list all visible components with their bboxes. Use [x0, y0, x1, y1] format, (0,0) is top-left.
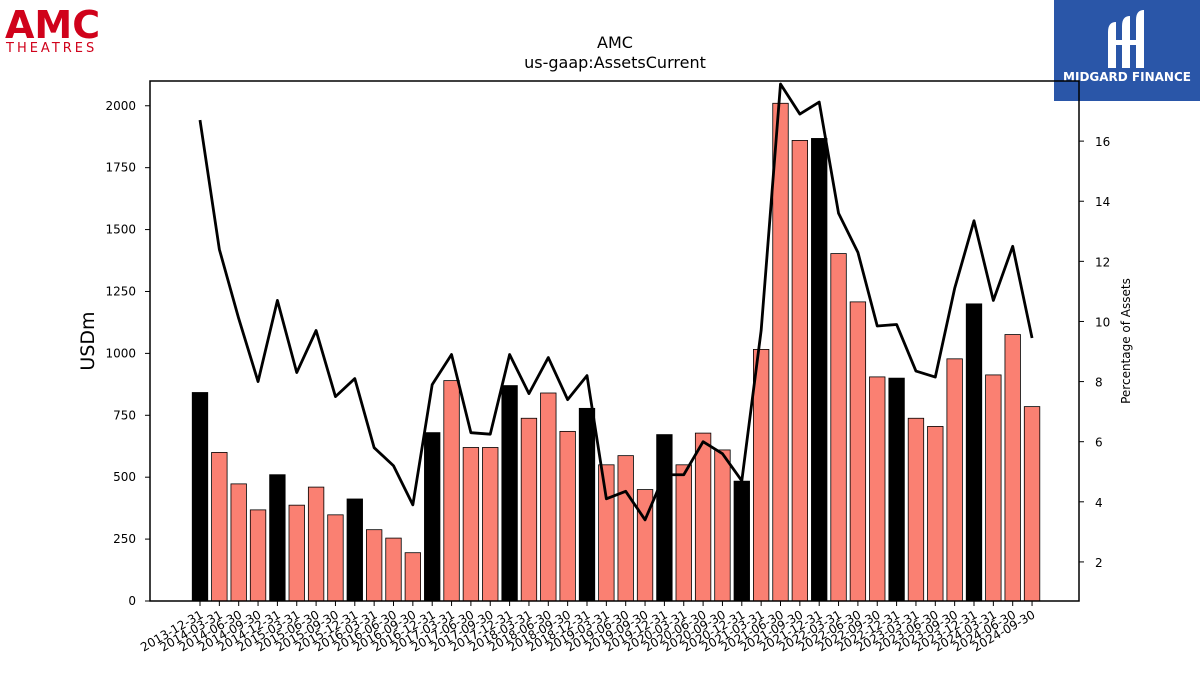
- bar-2016-09-30: [404, 552, 422, 602]
- bar-2023-09-30: [946, 358, 963, 602]
- amc-logo-subtext: THEATRES: [5, 41, 97, 56]
- bar-2023-06-30: [927, 426, 944, 602]
- bar-2022-12-31: [888, 377, 905, 602]
- right-tick-label-6: 6: [1095, 436, 1103, 450]
- bar-2020-09-30: [714, 449, 731, 602]
- bar-2014-06-30: [230, 483, 247, 602]
- left-tick-label-1750: 1750: [105, 161, 136, 175]
- bar-2021-09-30: [791, 140, 808, 602]
- left-tick-label-2000: 2000: [105, 99, 136, 113]
- left-axis-label: USDm: [77, 311, 99, 370]
- right-y-axis: 2 4 6 8 10 12 14 16: [1079, 135, 1110, 570]
- bar-2018-09-30: [559, 430, 576, 602]
- bar-2024-03-31: [985, 374, 1002, 602]
- bar-2015-12-31: [346, 498, 363, 602]
- bar-2013-12-31: [191, 392, 209, 602]
- right-tick-label-4: 4: [1095, 496, 1103, 510]
- right-tick-label-2: 2: [1095, 556, 1103, 570]
- bar-2017-12-31: [501, 385, 518, 602]
- midgard-finance-wordmark: MIDGARD FINANCE: [1063, 70, 1191, 84]
- right-tick-label-14: 14: [1095, 195, 1110, 209]
- amc-theatres-logo: AMC THEATRES: [4, 3, 134, 56]
- right-tick-label-10: 10: [1095, 315, 1110, 329]
- bar-2020-06-30: [694, 432, 712, 602]
- left-y-axis: 0 250 500 750 1000 1250 1500 1750 2000: [105, 99, 150, 608]
- bar-2024-06-30: [1004, 334, 1021, 602]
- bar-2020-12-31: [733, 480, 750, 602]
- right-tick-label-12: 12: [1095, 255, 1110, 269]
- bar-2015-09-30: [327, 514, 344, 602]
- bar-2017-06-30: [462, 447, 480, 602]
- bar-2019-06-30: [617, 455, 634, 602]
- bar-2017-03-31: [443, 380, 460, 602]
- bar-2015-03-31: [288, 504, 305, 602]
- bar-2022-06-30: [849, 301, 867, 602]
- bar-2021-06-30: [772, 102, 789, 602]
- bar-2018-06-30: [540, 392, 557, 602]
- bar-2014-12-31: [269, 474, 286, 602]
- left-tick-label-0: 0: [128, 594, 136, 608]
- left-tick-label-500: 500: [113, 470, 136, 484]
- bar-2024-09-30: [1023, 406, 1041, 602]
- right-tick-label-16: 16: [1095, 135, 1110, 149]
- line-percentage-of-assets: [198, 82, 1034, 522]
- bar-2016-06-30: [385, 537, 402, 602]
- bar-2016-03-31: [365, 529, 383, 602]
- chart-subtitle: us-gaap:AssetsCurrent: [524, 53, 706, 72]
- bar-2019-03-31: [598, 464, 615, 602]
- bar-2014-09-30: [249, 509, 267, 602]
- bar-2021-12-31: [811, 138, 828, 602]
- chart-title: AMC: [597, 33, 633, 52]
- bar-2022-09-30: [869, 376, 886, 602]
- bar-2019-12-31: [656, 434, 673, 602]
- bar-2017-09-30: [482, 447, 499, 602]
- midgard-finance-mark-icon: [1108, 10, 1144, 68]
- right-axis-label: Percentage of Assets: [1119, 278, 1133, 404]
- bar-2014-03-31: [211, 452, 228, 602]
- bar-2023-12-31: [965, 303, 983, 602]
- bar-2018-03-31: [520, 417, 538, 602]
- x-axis: 2013-12-312014-03-312014-06-302014-09-30…: [138, 601, 1038, 654]
- bar-2022-03-31: [830, 253, 847, 602]
- left-tick-label-1500: 1500: [105, 223, 136, 237]
- left-tick-label-1250: 1250: [105, 284, 136, 298]
- bar-2015-06-30: [307, 486, 325, 602]
- left-tick-label-1000: 1000: [105, 346, 136, 360]
- plot-frame: [149, 80, 1080, 602]
- bar-2020-03-31: [675, 464, 692, 602]
- right-tick-label-8: 8: [1095, 376, 1103, 390]
- line-series: [198, 82, 1034, 522]
- amc-logo-wordmark: AMC: [5, 4, 100, 47]
- left-tick-label-750: 750: [113, 408, 136, 422]
- bar-2023-03-31: [907, 417, 925, 602]
- bar-series: [191, 102, 1041, 602]
- bar-2021-03-31: [753, 349, 770, 602]
- bar-2018-12-31: [578, 407, 596, 602]
- left-tick-label-250: 250: [113, 532, 136, 546]
- bar-2016-12-31: [424, 432, 441, 602]
